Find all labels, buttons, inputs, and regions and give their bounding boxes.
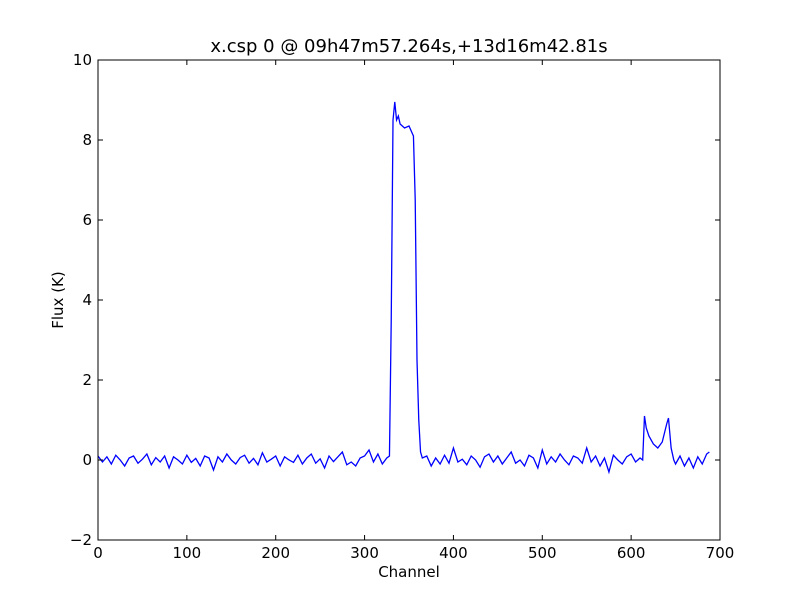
chart-title: x.csp 0 @ 09h47m57.264s,+13d16m42.81s (210, 36, 607, 57)
y-axis-label: Flux (K) (49, 271, 67, 329)
data-line (97, 101, 710, 475)
x-tick-label: 400 (439, 544, 468, 562)
y-tick-label: 4 (82, 291, 92, 309)
y-tick-label: 2 (82, 371, 92, 389)
y-tick-label: −2 (70, 531, 92, 549)
x-tick-label: 700 (706, 544, 735, 562)
y-tick-label: 8 (82, 131, 92, 149)
y-tick-label: 6 (82, 211, 92, 229)
x-tick-label: 100 (173, 544, 202, 562)
x-tick-label: 200 (261, 544, 290, 562)
x-axis-label: Channel (378, 563, 440, 581)
x-tick-label: 300 (350, 544, 379, 562)
x-tick-label: 0 (93, 544, 103, 562)
x-tick-label: 500 (528, 544, 557, 562)
x-tick-label: 600 (617, 544, 646, 562)
y-tick-label: 0 (82, 451, 92, 469)
y-tick-label: 10 (73, 51, 92, 69)
